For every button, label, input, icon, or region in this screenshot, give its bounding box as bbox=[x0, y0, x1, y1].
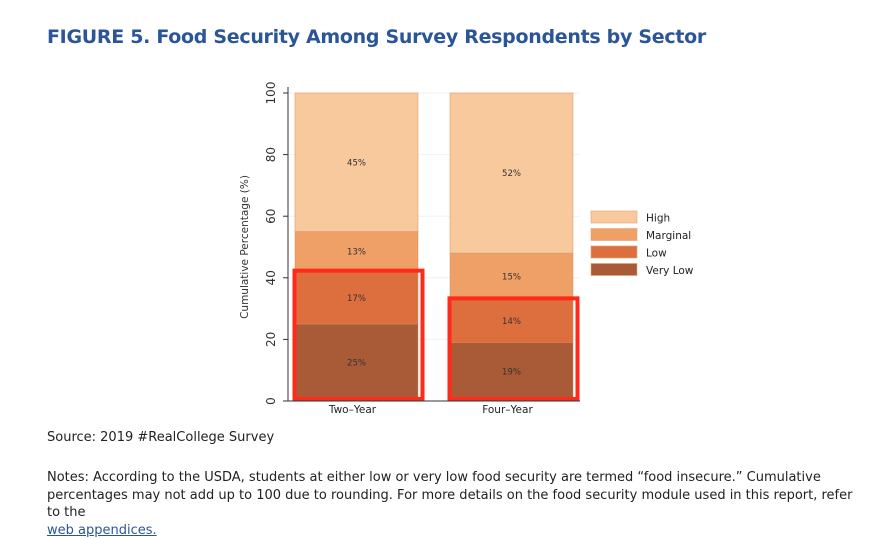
web-appendices-link[interactable]: web appendices. bbox=[47, 522, 157, 538]
legend-swatch bbox=[590, 245, 638, 259]
data-label: 25% bbox=[347, 359, 366, 369]
bar-segment-very-low bbox=[294, 323, 419, 402]
y-tick-label: 40 bbox=[264, 270, 278, 285]
x-tick-label: Four–Year bbox=[482, 404, 533, 416]
highlight-box bbox=[292, 268, 425, 402]
bar-segment-high bbox=[294, 92, 419, 233]
data-label: 45% bbox=[347, 158, 366, 168]
data-label: 19% bbox=[502, 368, 521, 378]
source-note: Source: 2019 #RealCollege Survey bbox=[47, 430, 275, 445]
data-label: 52% bbox=[502, 169, 521, 179]
notes: Notes: According to the USDA, students a… bbox=[47, 469, 857, 539]
bar-segment-marginal bbox=[294, 231, 419, 273]
y-tick-label: 0 bbox=[264, 397, 278, 405]
notes-text: Notes: According to the USDA, students a… bbox=[47, 470, 853, 520]
data-label: 14% bbox=[502, 317, 521, 327]
legend-label: Very Low bbox=[646, 265, 694, 277]
y-axis-label: Cumulative Percentage (%) bbox=[239, 175, 251, 319]
data-label: 17% bbox=[347, 294, 366, 304]
legend-swatch bbox=[590, 210, 638, 224]
y-tick-label: 100 bbox=[264, 82, 278, 105]
bar-segment-high bbox=[449, 92, 574, 254]
y-tick-label: 80 bbox=[264, 147, 278, 162]
highlight-box bbox=[447, 296, 580, 401]
x-tick-label: Two–Year bbox=[328, 404, 377, 416]
y-tick-label: 20 bbox=[264, 332, 278, 347]
legend-label: High bbox=[646, 213, 670, 225]
y-tick-label: 60 bbox=[264, 209, 278, 224]
legend-swatch bbox=[590, 228, 638, 241]
legend-swatch bbox=[590, 263, 638, 276]
bar-segment-marginal bbox=[449, 252, 574, 300]
legend-label: Marginal bbox=[646, 230, 691, 242]
bar-segment-very-low bbox=[449, 341, 574, 402]
data-label: 15% bbox=[502, 272, 521, 282]
data-label: 13% bbox=[347, 248, 366, 258]
legend-label: Low bbox=[646, 248, 667, 260]
figure-title: FIGURE 5. Food Security Among Survey Res… bbox=[47, 26, 706, 48]
